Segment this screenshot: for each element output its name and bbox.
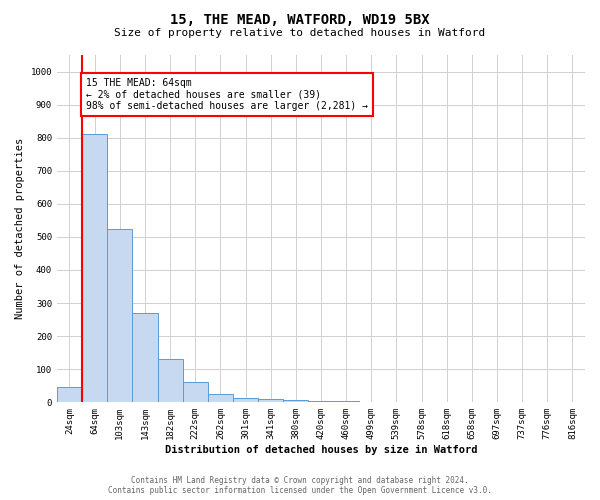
Text: 15 THE MEAD: 64sqm
← 2% of detached houses are smaller (39)
98% of semi-detached: 15 THE MEAD: 64sqm ← 2% of detached hous…	[86, 78, 368, 112]
X-axis label: Distribution of detached houses by size in Watford: Distribution of detached houses by size …	[165, 445, 477, 455]
Bar	[258, 399, 283, 402]
Bar	[82, 134, 107, 402]
Bar	[133, 313, 158, 402]
Y-axis label: Number of detached properties: Number of detached properties	[15, 138, 25, 320]
Bar	[57, 387, 82, 402]
Bar	[158, 360, 182, 403]
Bar	[233, 398, 258, 402]
Text: 15, THE MEAD, WATFORD, WD19 5BX: 15, THE MEAD, WATFORD, WD19 5BX	[170, 12, 430, 26]
Text: Contains HM Land Registry data © Crown copyright and database right 2024.
Contai: Contains HM Land Registry data © Crown c…	[108, 476, 492, 495]
Bar	[107, 228, 133, 402]
Bar	[208, 394, 233, 402]
Bar	[283, 400, 308, 402]
Text: Size of property relative to detached houses in Watford: Size of property relative to detached ho…	[115, 28, 485, 38]
Bar	[182, 382, 208, 402]
Bar	[308, 401, 334, 402]
